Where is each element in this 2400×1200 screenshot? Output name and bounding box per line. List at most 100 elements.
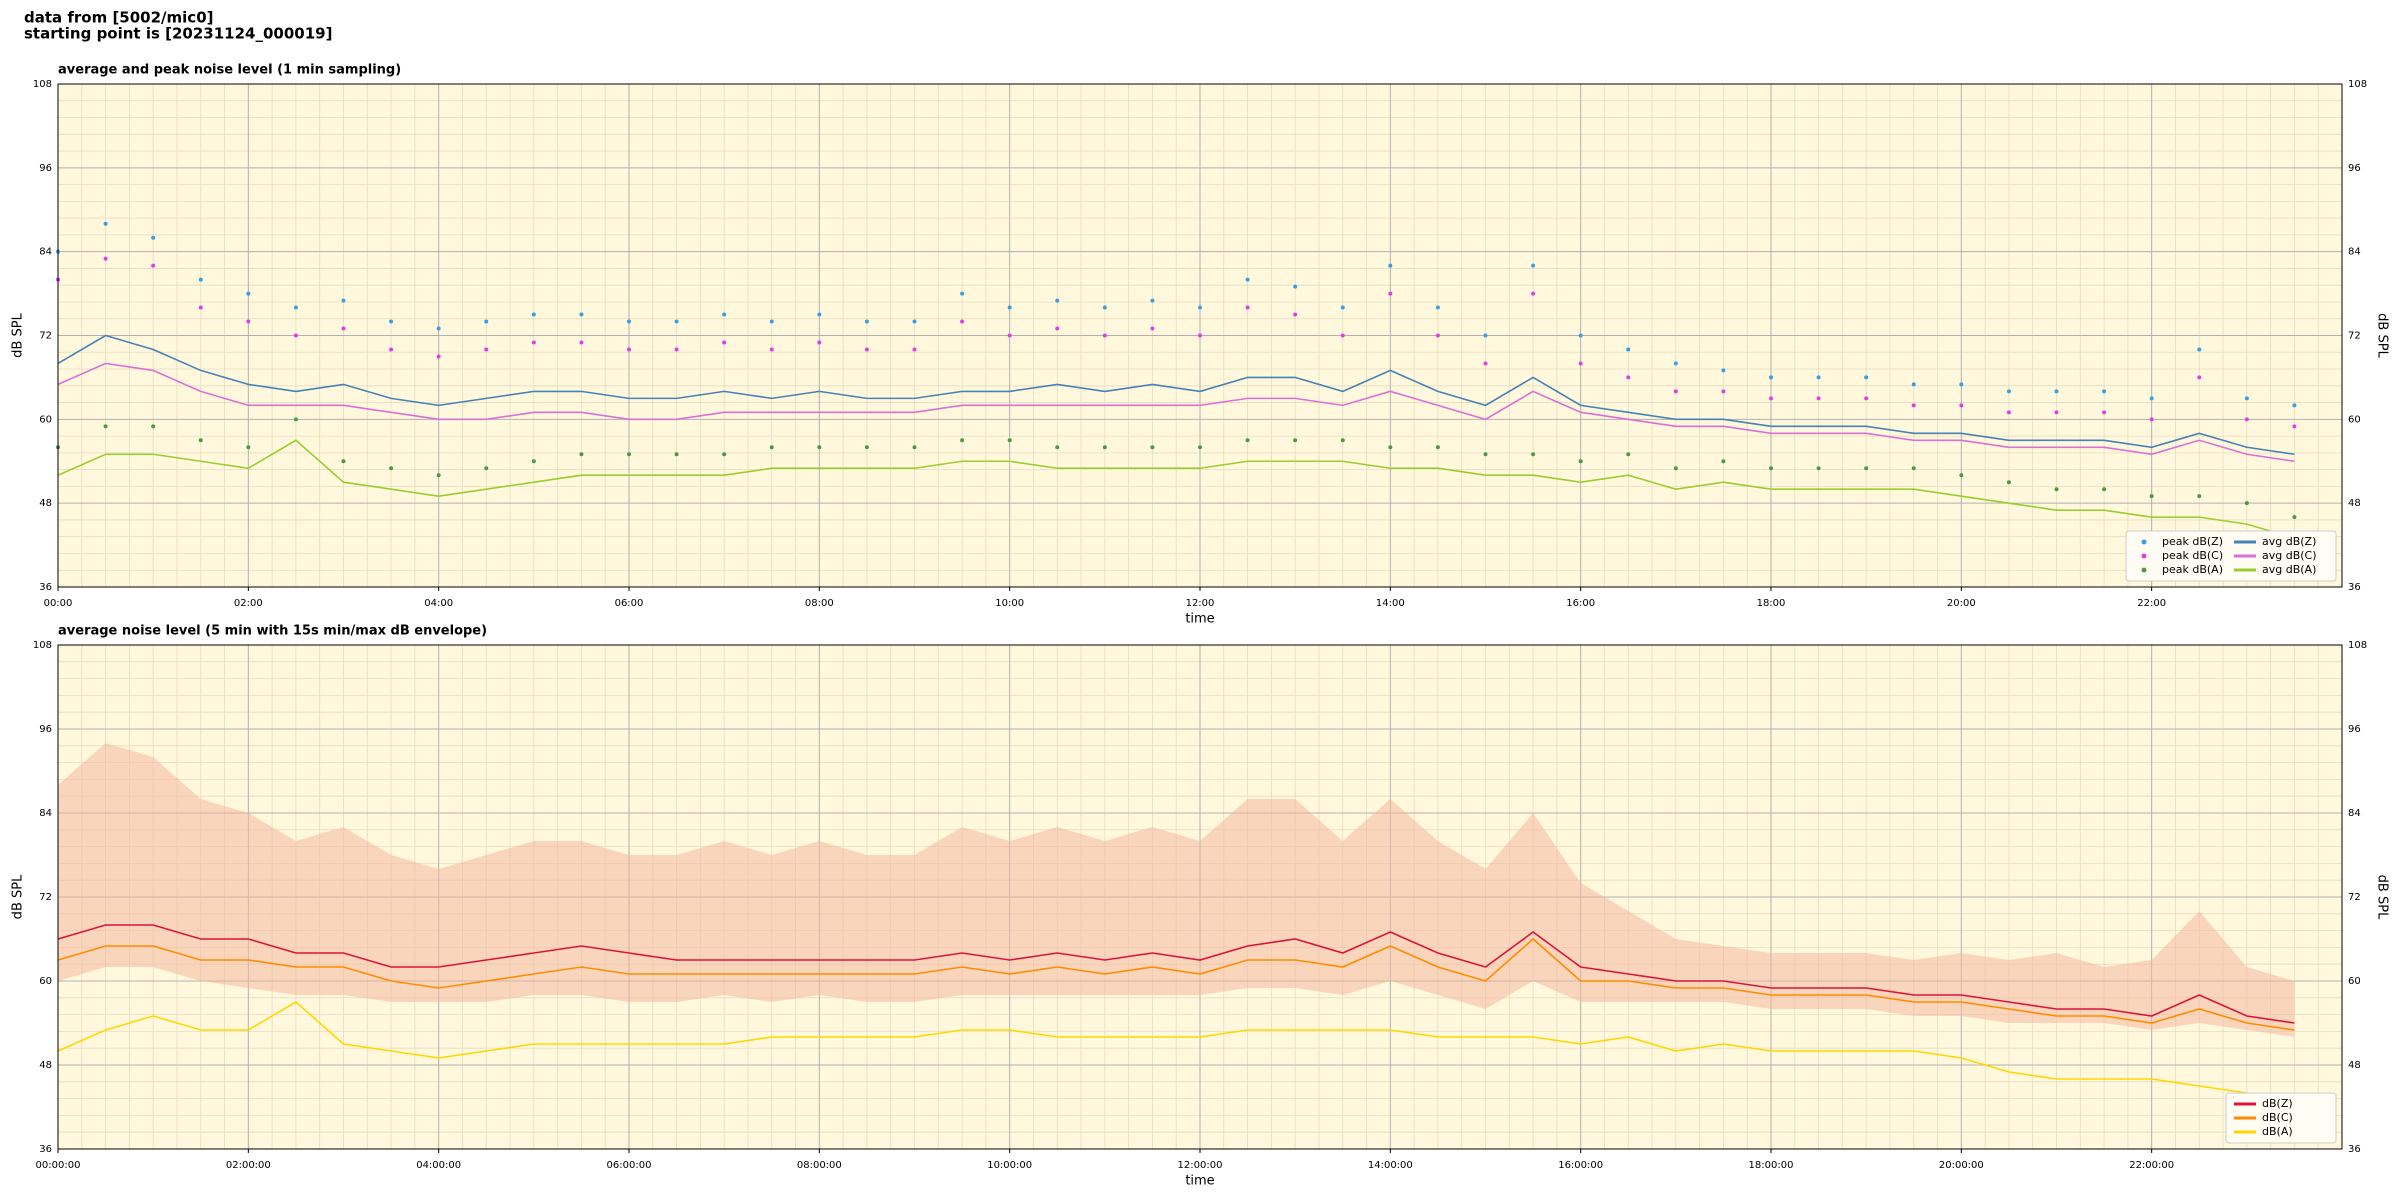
x-tick-label: 12:00:00 [1178, 1160, 1223, 1171]
y-tick-label: 60 [39, 976, 52, 987]
peak-point [531, 459, 536, 464]
peak-point [1531, 452, 1536, 457]
header-line: data from [5002/mic0] [24, 9, 214, 27]
peak-point [960, 438, 965, 443]
series-line [57, 362, 2295, 463]
peak-point [1435, 333, 1440, 338]
peak-point [1198, 333, 1202, 338]
y-tick-label: 48 [39, 1060, 52, 1071]
peak-point [1293, 438, 1298, 443]
peak-point [484, 319, 489, 324]
peak-point [246, 319, 251, 324]
y-tick-label: 36 [39, 1144, 52, 1155]
peak-point [864, 319, 869, 324]
peak-point [1102, 305, 1107, 310]
peak-point [2102, 389, 2107, 394]
peak-point [2244, 501, 2249, 506]
peak-point [1340, 438, 1345, 443]
peak-point [1245, 277, 1250, 282]
y-tick-label: 48 [2348, 1060, 2361, 1071]
plot-frame [57, 644, 2343, 1150]
y-tick-label: 108 [2348, 79, 2367, 90]
peak-point [1531, 263, 1536, 268]
x-tick-label: 02:00 [234, 598, 263, 609]
peak-point [2197, 375, 2202, 380]
peak-point [341, 459, 346, 464]
peak-point [389, 347, 394, 352]
series-line [57, 334, 2295, 456]
peak-point [436, 326, 441, 331]
peak-point [817, 445, 822, 450]
peak-point [2244, 417, 2249, 422]
peak-point [1198, 305, 1202, 310]
peak-point [817, 312, 822, 317]
peak-point [1293, 284, 1298, 289]
y-tick-label: 84 [39, 247, 52, 258]
legend-marker [2141, 567, 2147, 573]
peak-point [1673, 466, 1678, 471]
peak-point [1816, 375, 1821, 380]
peak-point [722, 340, 727, 345]
peak-point [2149, 396, 2154, 401]
y-tick-label: 96 [2348, 163, 2361, 174]
peak-point [1769, 396, 1773, 401]
peak-point [484, 347, 489, 352]
peak-point [246, 291, 251, 296]
peak-point [960, 291, 965, 296]
legend-label: peak dB(A) [2162, 563, 2223, 576]
y-axis-label: dB SPL [11, 874, 26, 919]
peak-point [1911, 403, 1916, 408]
peak-point [1673, 389, 1678, 394]
x-tick-label: 22:00:00 [2129, 1160, 2174, 1171]
x-tick-label: 10:00 [995, 598, 1024, 609]
x-tick-label: 06:00:00 [607, 1160, 652, 1171]
peak-point [293, 333, 298, 338]
legend-label: dB(Z) [2262, 1097, 2293, 1110]
y-tick-label: 36 [39, 582, 52, 593]
y-tick-label: 72 [39, 331, 52, 342]
peak-point [2054, 487, 2059, 492]
peak-point [2197, 347, 2202, 352]
peak-point [1055, 326, 1060, 331]
peak-point [1911, 382, 1916, 387]
peak-point [769, 319, 774, 324]
y-tick-label: 36 [2348, 1144, 2361, 1155]
peak-point [1578, 333, 1583, 338]
peak-point [198, 305, 203, 310]
peak-point [151, 263, 156, 268]
x-tick-label: 16:00:00 [1558, 1160, 1603, 1171]
peak-point [2197, 494, 2202, 499]
peak-point [1293, 312, 1298, 317]
peak-point [2054, 389, 2059, 394]
peak-point [341, 298, 346, 303]
peak-point [1102, 333, 1107, 338]
peak-point [769, 445, 774, 450]
peak-point [1959, 403, 1964, 408]
y-tick-label: 96 [2348, 724, 2361, 735]
peak-point [151, 235, 156, 240]
chart-title: average and peak noise level (1 min samp… [58, 63, 401, 78]
legend-marker [2141, 539, 2147, 545]
x-tick-label: 00:00 [44, 598, 73, 609]
y-tick-label: 84 [2348, 808, 2361, 819]
plot-frame [57, 83, 2343, 588]
peak-point [1864, 466, 1869, 471]
peak-point [579, 340, 584, 345]
peak-point [2292, 424, 2297, 429]
peak-point [1531, 291, 1536, 296]
legend-label: peak dB(C) [2162, 549, 2223, 562]
peak-point [1959, 382, 1964, 387]
peak-point [864, 445, 869, 450]
peak-point [1626, 347, 1631, 352]
x-tick-label: 04:00:00 [416, 1160, 461, 1171]
peak-point [1721, 368, 1726, 373]
legend-label: dB(C) [2262, 1111, 2293, 1124]
peak-point [627, 347, 631, 352]
peak-point [1388, 263, 1393, 268]
peak-point [1626, 375, 1631, 380]
peak-point [103, 221, 108, 226]
series-line [57, 937, 2295, 1031]
peak-point [2292, 515, 2297, 520]
series-line [57, 439, 2295, 539]
